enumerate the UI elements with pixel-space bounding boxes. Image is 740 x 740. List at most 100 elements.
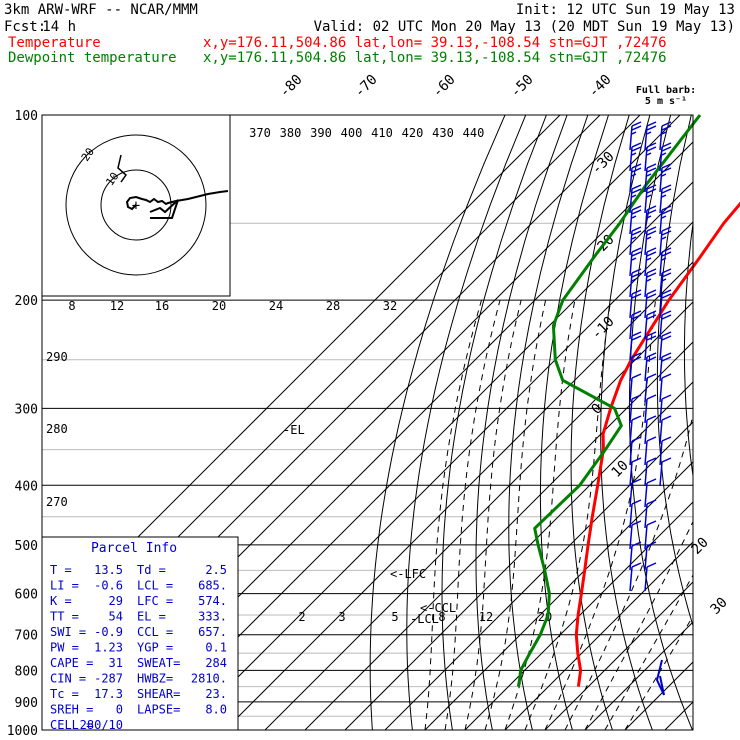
barb-staff xyxy=(629,419,633,445)
wind-barb-12-2 xyxy=(659,373,672,403)
barb-staff xyxy=(644,146,648,172)
barb-half xyxy=(661,257,667,261)
parcel-key-2: LCL = xyxy=(137,579,173,593)
barb-staff xyxy=(629,503,633,529)
moist-adiabat-40 xyxy=(624,615,693,730)
wind-barb-10-2 xyxy=(659,331,672,361)
isotherm-label-20: 20 xyxy=(689,535,712,558)
barb-flag xyxy=(631,562,642,568)
barb-staff xyxy=(629,545,633,571)
parcel-info-panel: Parcel Info T = 13.5 Td = 2.5 LI = -0.6 LCL = 6… xyxy=(41,536,239,732)
barb-half xyxy=(646,215,652,219)
wind-barb-14-1 xyxy=(644,415,657,445)
barb-staff xyxy=(629,230,633,256)
barb-flag xyxy=(631,331,642,337)
barb-flag xyxy=(646,163,657,169)
parcel-key: CAPE = xyxy=(50,656,93,670)
barb-flag xyxy=(661,293,672,299)
barb-half xyxy=(631,173,637,177)
temperature-legend: Temperature xyxy=(8,35,101,51)
barb-staff xyxy=(644,293,648,319)
dewpoint-location: x,y=176.11,504.86 lat,lon= 39.13,-108.54… xyxy=(203,50,667,66)
barb-flag xyxy=(646,499,657,505)
parcel-value: 54 xyxy=(109,610,123,624)
wind-barb-7-0 xyxy=(629,268,642,298)
barb-flag xyxy=(661,230,672,236)
dry-adiabat-340 xyxy=(656,115,693,628)
barb-flag xyxy=(661,310,672,316)
barb-staff xyxy=(629,524,633,550)
barb-half xyxy=(646,278,652,282)
dry-adiabat-260 xyxy=(406,115,527,730)
wind-barb-17-1 xyxy=(644,478,657,508)
barb-flag xyxy=(646,335,657,341)
barb-flag xyxy=(646,188,657,194)
barb-staff xyxy=(629,356,633,382)
barb-staff xyxy=(659,461,663,487)
barb-flag xyxy=(646,478,657,484)
isotherm-label--80: -80 xyxy=(277,72,306,101)
barb-staff xyxy=(659,356,663,382)
isotherm-label--60: -60 xyxy=(430,72,459,101)
barb-flag xyxy=(631,356,642,362)
barb-flag xyxy=(646,272,657,278)
wind-barb-0-2 xyxy=(659,121,672,151)
barb-staff xyxy=(644,566,648,592)
dry-adiabat-250 xyxy=(369,115,506,730)
barb-flag xyxy=(661,125,672,131)
barb-half xyxy=(646,194,652,198)
wind-barb-9-2 xyxy=(659,310,672,340)
moist-adiabat--5 xyxy=(444,299,501,730)
moist-adiabat-5 xyxy=(484,299,547,730)
wind-barb-8-0 xyxy=(629,289,642,319)
isotherm-20 xyxy=(544,581,693,730)
wind-barb-18-1 xyxy=(644,499,657,529)
barb-flag xyxy=(646,415,657,421)
barb-half xyxy=(661,194,667,198)
parcel-key-2: LFC = xyxy=(137,594,173,608)
barb-flag xyxy=(661,289,672,295)
pressure-tick-700: 700 xyxy=(15,629,38,644)
barb-flag xyxy=(661,163,672,169)
theta-e-label-380: 380 xyxy=(280,126,302,140)
barb-flag xyxy=(631,268,642,274)
wind-barb-15-0 xyxy=(629,436,642,466)
barb-flag xyxy=(646,121,657,127)
wind-barb-4-0 xyxy=(629,205,642,235)
barb-staff xyxy=(644,503,648,529)
barb-half xyxy=(646,131,652,135)
parcel-key-2: EL = xyxy=(137,610,166,624)
parcel-value: -0.9 xyxy=(94,625,123,639)
barb-staff xyxy=(659,398,663,424)
parcel-value-2: 685. xyxy=(198,579,227,593)
wind-barb-11-0 xyxy=(629,352,642,382)
wind-barb-14-0 xyxy=(629,415,642,445)
wind-barb-0-0 xyxy=(629,121,642,151)
parcel-value-2: 657. xyxy=(198,625,227,639)
valid-time: Valid: 02 UTC Mon 20 May 13 (20 MDT Sun … xyxy=(314,19,735,35)
marker-lcl: -LCL xyxy=(410,612,439,626)
barb-half xyxy=(646,236,652,240)
barb-half xyxy=(646,173,652,177)
temperature-profile xyxy=(574,201,740,687)
forecast-label: Fcst: xyxy=(4,19,46,35)
barb-staff xyxy=(629,461,633,487)
pressure-tick-1000: 1000 xyxy=(7,724,38,739)
barb-half xyxy=(631,194,637,198)
barb-flag xyxy=(631,226,642,232)
plot-frame xyxy=(41,114,694,731)
barb-flag xyxy=(631,314,642,320)
moist-adiabat-30 xyxy=(584,520,693,730)
parcel-value-2: 2.5 xyxy=(205,563,227,577)
parcel-key-2: CCL = xyxy=(137,625,173,639)
barb-flag xyxy=(646,226,657,232)
barb-flag xyxy=(661,184,672,190)
wind-barb-5-0 xyxy=(629,226,642,256)
barb-staff xyxy=(659,335,663,361)
barb-flag xyxy=(646,520,657,526)
wind-barb-9-0 xyxy=(629,310,642,340)
barb-flag xyxy=(631,230,642,236)
wind-barb-0-1 xyxy=(644,121,657,151)
barb-staff xyxy=(629,335,633,361)
barb-staff xyxy=(629,272,633,298)
